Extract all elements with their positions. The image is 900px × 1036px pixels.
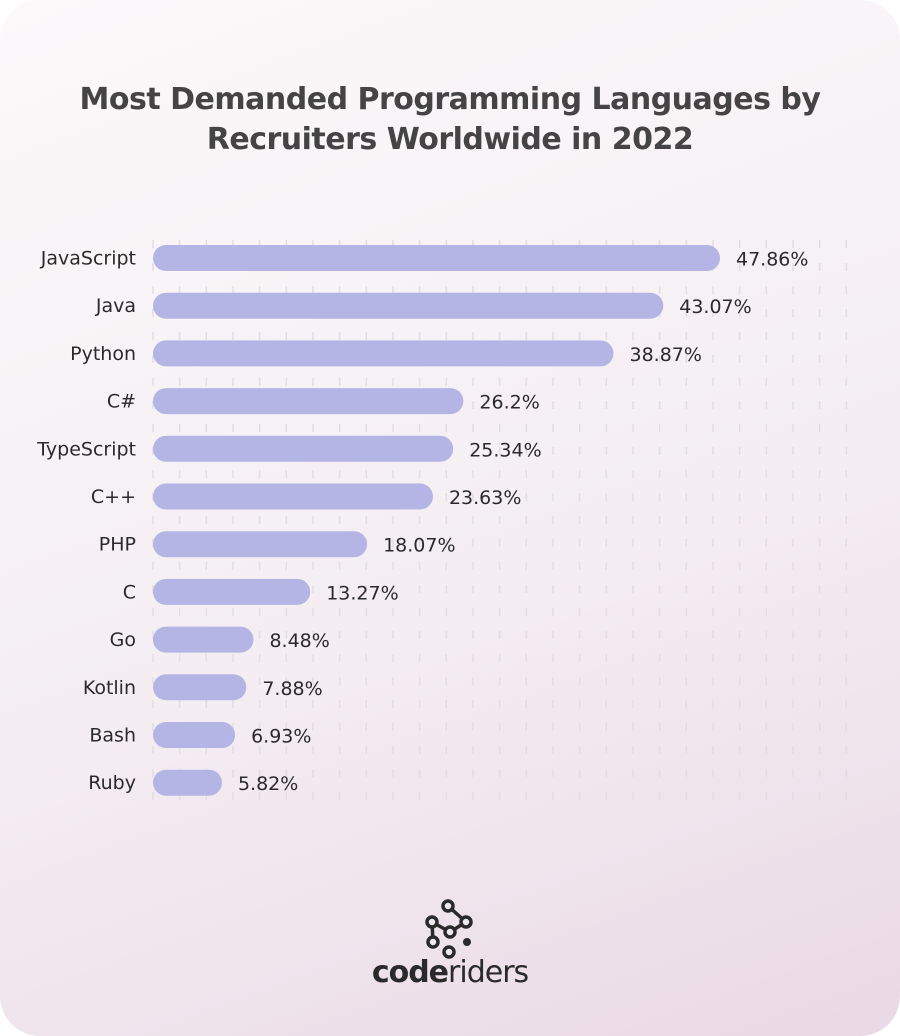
bar bbox=[153, 435, 454, 462]
data-label: 43.07% bbox=[679, 296, 751, 318]
data-label: 23.63% bbox=[449, 487, 521, 509]
chart-title: Most Demanded Programming Languages by R… bbox=[0, 80, 900, 160]
data-label: 5.82% bbox=[238, 773, 298, 795]
category-label: Kotlin bbox=[83, 677, 136, 699]
chart-title-text: Most Demanded Programming Languages by R… bbox=[79, 82, 821, 157]
category-label: TypeScript bbox=[36, 438, 136, 460]
bar bbox=[153, 483, 433, 510]
category-label: C bbox=[123, 581, 136, 603]
brand-logo: coderiders bbox=[0, 955, 900, 990]
bar bbox=[153, 245, 720, 271]
category-label: Python bbox=[70, 343, 136, 365]
category-label: PHP bbox=[99, 534, 136, 556]
data-label: 18.07% bbox=[383, 535, 455, 557]
data-label: 38.87% bbox=[629, 344, 701, 366]
category-label: Ruby bbox=[88, 772, 136, 794]
logo-text-light: riders bbox=[448, 955, 529, 990]
data-label: 26.2% bbox=[479, 392, 539, 414]
data-label: 25.34% bbox=[469, 439, 541, 461]
category-label: Java bbox=[95, 295, 136, 317]
category-label: Go bbox=[110, 629, 136, 651]
data-label: 8.48% bbox=[269, 630, 329, 652]
bar bbox=[153, 292, 664, 319]
data-label: 7.88% bbox=[262, 678, 322, 700]
bar bbox=[153, 388, 464, 415]
data-label: 13.27% bbox=[326, 582, 398, 604]
category-label: JavaScript bbox=[40, 248, 136, 270]
logo-text-bold: code bbox=[371, 955, 449, 990]
data-label: 6.93% bbox=[251, 726, 311, 748]
category-label: C++ bbox=[91, 486, 136, 508]
bar bbox=[153, 578, 311, 605]
bar bbox=[153, 722, 236, 748]
bar bbox=[153, 531, 368, 558]
bar bbox=[153, 769, 222, 796]
bar bbox=[153, 340, 614, 367]
data-label: 47.86% bbox=[736, 249, 808, 271]
category-label: Bash bbox=[89, 725, 136, 747]
category-label: C# bbox=[107, 391, 136, 413]
bar bbox=[153, 674, 247, 701]
bar bbox=[153, 626, 254, 653]
